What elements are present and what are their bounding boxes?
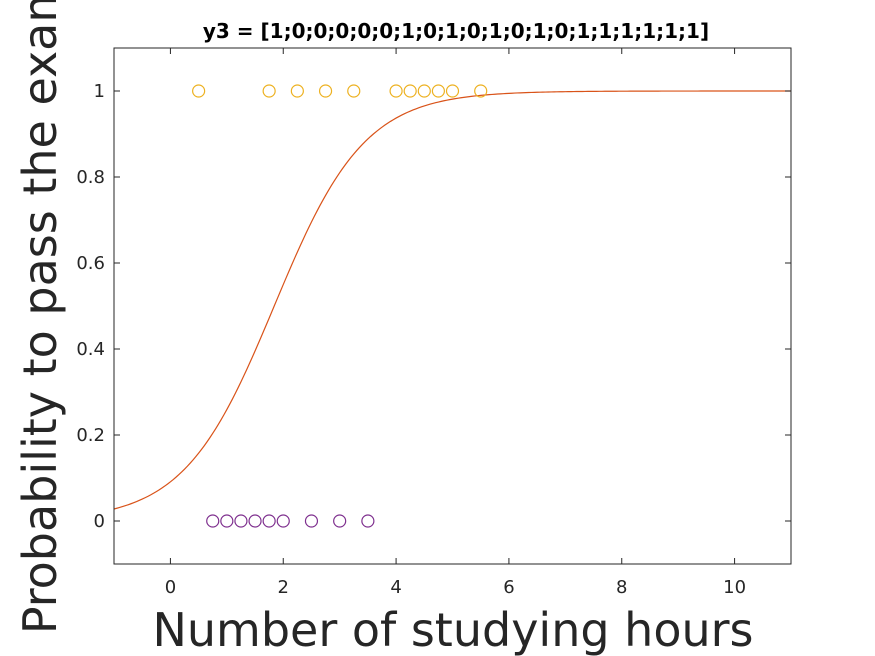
curve-layer [113,90,791,510]
plot-frame [113,47,792,565]
y-tick-label: 0.6 [76,253,105,274]
data-point [304,514,319,528]
data-point [347,84,361,98]
y-tick-label: 0 [94,511,105,532]
x-tick-label: 10 [723,577,746,598]
data-point [431,84,445,98]
data-point [389,84,403,98]
y-tick-label: 0.2 [76,425,105,446]
data-point [220,514,234,528]
plot-area [114,48,791,564]
data-point [403,84,417,98]
data-point [206,514,220,528]
data-point [248,514,262,528]
x-tick-label: 8 [616,577,627,598]
x-axis-label: Number of studying hours [152,603,753,656]
data-point [445,84,460,98]
data-point [318,84,333,98]
y-tick-label: 1 [94,81,105,102]
chart-title: y3 = [1;0;0;0;0;0;1;0;1;0;1;0;1;0;1;1;1;… [203,19,709,43]
data-point [276,514,290,528]
x-tick-label: 0 [165,577,176,598]
data-point [262,514,276,528]
logistic-fit-curve [113,90,791,510]
points-layer [192,84,488,528]
x-tick-label: 2 [278,577,289,598]
data-point [262,84,276,98]
ticks-layer: 0 2 4 6 8 10 0 0.2 0.4 0.6 0.8 1 [76,48,791,598]
data-point [361,514,375,528]
data-point [333,514,347,528]
x-tick-label: 4 [390,577,401,598]
y-tick-label: 0.4 [76,339,105,360]
data-point [290,84,304,98]
data-point [417,84,431,98]
data-point [192,84,206,98]
x-tick-label: 6 [503,577,514,598]
y-axis-label: Probability to pass the exam [13,0,67,634]
y-tick-label: 0.8 [76,167,105,188]
data-point [474,84,488,98]
data-point [234,514,248,528]
